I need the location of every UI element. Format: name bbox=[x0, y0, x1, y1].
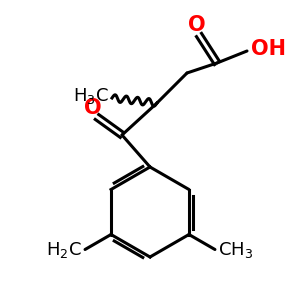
Text: O: O bbox=[84, 98, 102, 118]
Text: OH: OH bbox=[251, 39, 286, 59]
Text: O: O bbox=[188, 15, 206, 35]
Text: H$_2$C: H$_2$C bbox=[46, 239, 82, 260]
Text: H$_3$C: H$_3$C bbox=[73, 86, 109, 106]
Text: CH$_3$: CH$_3$ bbox=[218, 239, 253, 260]
